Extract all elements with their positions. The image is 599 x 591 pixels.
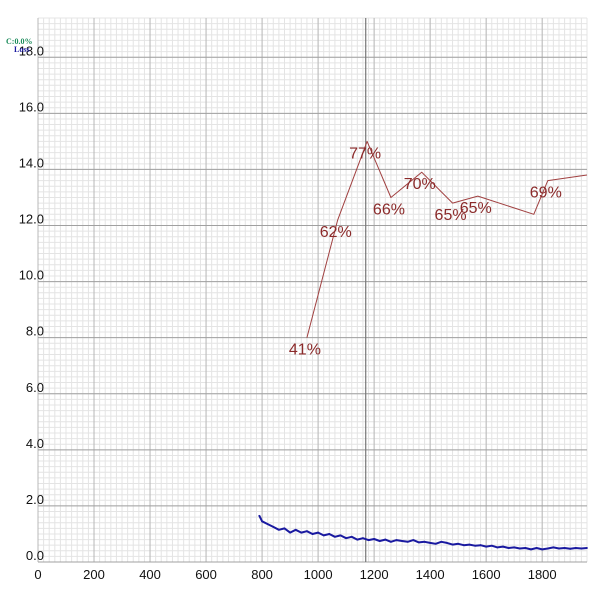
x-tick-label: 1600 — [472, 567, 501, 582]
series-point-0 — [334, 535, 336, 538]
series-point-0 — [429, 542, 432, 544]
series-point-0 — [328, 533, 331, 535]
y-tick-label: 2.0 — [26, 492, 44, 507]
x-tick-label: 400 — [139, 567, 161, 582]
series-point-0 — [586, 547, 588, 549]
series-point-0 — [339, 534, 342, 537]
series-point-0 — [317, 531, 320, 534]
series-point-0 — [569, 547, 572, 550]
series-line-1 — [306, 140, 588, 338]
accuracy-label-6: 65% — [460, 200, 492, 217]
series-point-0 — [266, 523, 269, 526]
series-point-0 — [378, 540, 381, 542]
series-layer — [258, 140, 588, 551]
series-point-0 — [546, 547, 549, 550]
x-tick-label: 1400 — [416, 567, 445, 582]
series-point-0 — [446, 542, 448, 544]
series-point-0 — [563, 547, 566, 549]
series-point-0 — [485, 545, 488, 548]
y-tick-label: 4.0 — [26, 436, 44, 451]
series-point-0 — [294, 528, 297, 531]
tick-layer: 0 200 400 600 800 1000 1200 1400 1600 1800 0.0 2.0 4… — [19, 43, 557, 582]
series-point-0 — [289, 531, 291, 534]
x-tick-label: 1800 — [528, 567, 557, 582]
series-point-0 — [418, 541, 420, 544]
series-point-0 — [362, 537, 364, 540]
series-point-0 — [496, 546, 499, 549]
series-point-0 — [350, 535, 353, 538]
series-point-0 — [258, 514, 261, 517]
series-point-0 — [373, 538, 376, 540]
series-point-0 — [311, 533, 314, 535]
accuracy-label-5: 65% — [435, 207, 467, 224]
series-point-0 — [384, 538, 387, 541]
accuracy-label-3: 66% — [373, 201, 405, 218]
series-point-0 — [423, 540, 426, 543]
series-point-0 — [390, 540, 392, 543]
series-point-0 — [490, 544, 493, 547]
y-tick-label: 18.0 — [19, 43, 44, 58]
y-tick-label: 16.0 — [19, 99, 44, 114]
series-point-0 — [356, 538, 359, 541]
x-tick-label: 800 — [251, 567, 273, 582]
series-point-0 — [434, 542, 437, 545]
y-tick-label: 10.0 — [19, 268, 44, 283]
series-point-0 — [367, 539, 370, 542]
legend-item-0: C:0.0% — [6, 37, 32, 46]
series-point-0 — [524, 547, 527, 549]
series-point-0 — [541, 548, 544, 551]
series-point-0 — [457, 542, 460, 545]
series-point-0 — [558, 547, 560, 550]
series-point-0 — [474, 544, 476, 547]
series-point-0 — [502, 545, 504, 548]
series-point-0 — [535, 547, 538, 549]
accuracy-label-7: 69% — [530, 185, 562, 202]
series-point-0 — [395, 539, 398, 542]
series-point-0 — [272, 526, 275, 528]
legend-item-1: Loss — [14, 45, 30, 54]
major-grid — [37, 18, 587, 563]
y-tick-label: 8.0 — [26, 324, 44, 339]
series-point-0 — [322, 534, 325, 537]
x-tick-label: 200 — [83, 567, 105, 582]
series-point-0 — [401, 540, 404, 542]
y-tick-label: 12.0 — [19, 212, 44, 227]
x-tick-label: 1000 — [304, 567, 333, 582]
y-tick-label: 14.0 — [19, 155, 44, 170]
accuracy-label-0: 41% — [289, 342, 321, 359]
series-point-0 — [277, 528, 280, 531]
series-point-0 — [305, 530, 308, 533]
series-point-0 — [345, 537, 348, 540]
series-point-0 — [530, 548, 532, 551]
series-point-0 — [283, 527, 286, 530]
series-point-0 — [507, 547, 510, 549]
accuracy-label-4: 70% — [404, 176, 436, 193]
y-tick-label: 0.0 — [26, 548, 44, 563]
legend: C:0.0% Loss — [6, 37, 32, 54]
series-point-0 — [440, 540, 443, 543]
series-point-0 — [479, 544, 482, 547]
series-point-0 — [468, 543, 471, 546]
series-point-0 — [406, 540, 409, 543]
x-tick-label: 1200 — [360, 567, 389, 582]
series-point-0 — [574, 547, 577, 549]
series-point-0 — [412, 539, 415, 542]
annotation-layer: 41% 62% 77% 66% 70% 65%65% 69% — [289, 145, 562, 358]
y-tick-label: 6.0 — [26, 380, 44, 395]
accuracy-label-2: 77% — [349, 145, 381, 162]
series-point-0 — [462, 544, 465, 547]
series-point-0 — [552, 546, 555, 549]
series-point-0 — [451, 543, 454, 546]
series-point-0 — [513, 546, 516, 549]
series-point-0 — [261, 520, 263, 523]
series-line-0 — [258, 515, 588, 551]
series-point-0 — [518, 547, 521, 550]
series-point-0 — [300, 531, 303, 534]
x-tick-label: 0 — [34, 567, 41, 582]
x-tick-label: 600 — [195, 567, 217, 582]
series-point-0 — [580, 547, 583, 550]
accuracy-label-1: 62% — [320, 224, 352, 241]
